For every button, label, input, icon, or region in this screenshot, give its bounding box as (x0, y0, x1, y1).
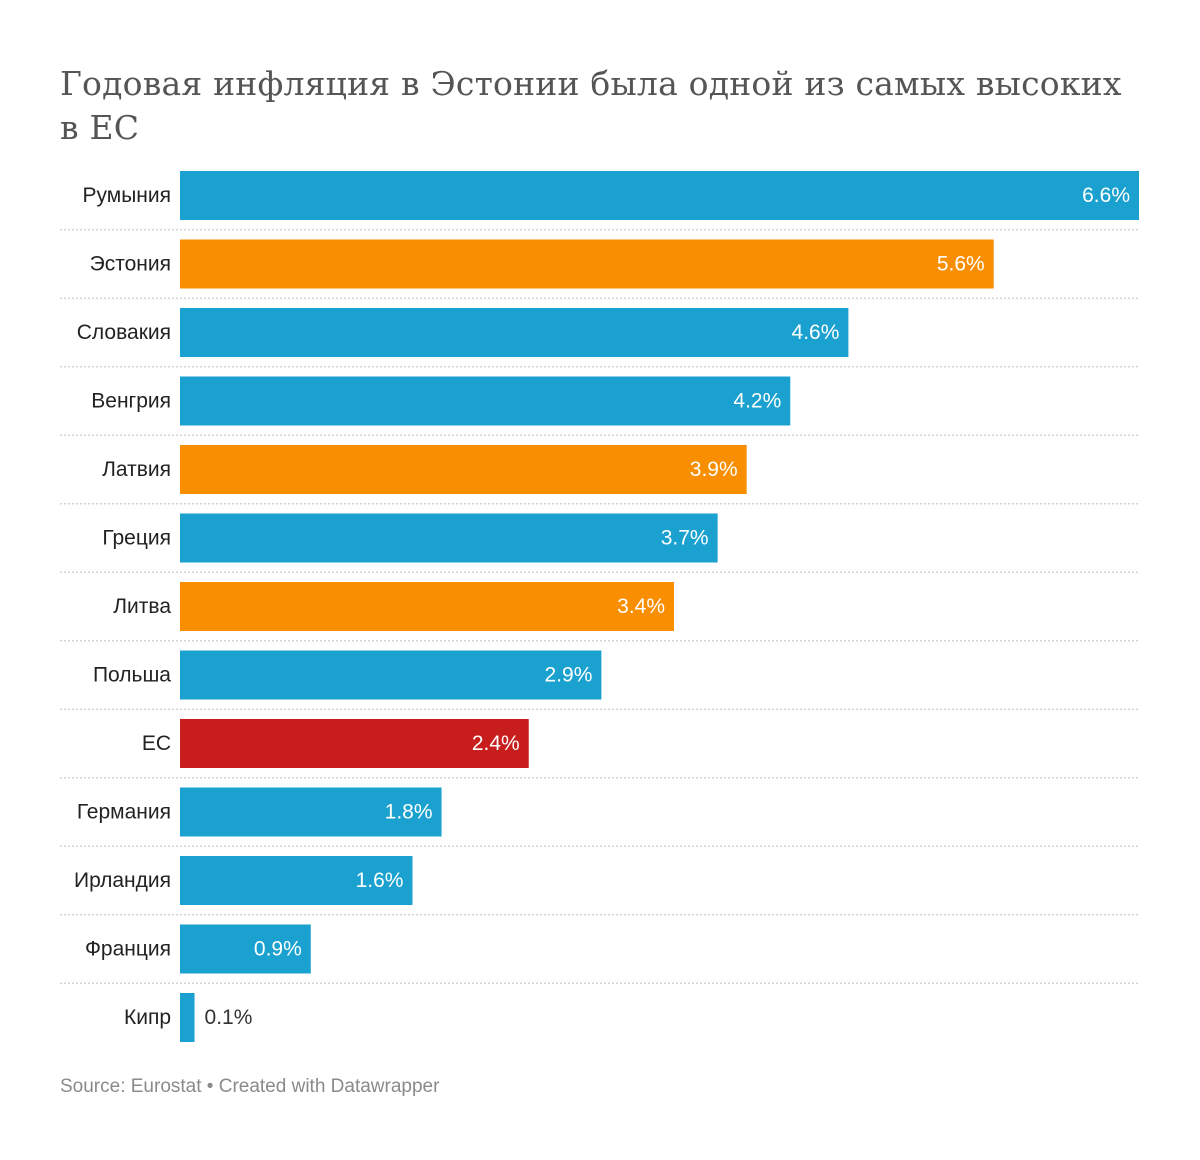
value-label: 1.6% (356, 869, 404, 892)
bar (180, 650, 602, 700)
category-label: Германия (77, 801, 171, 824)
chart-title: Годовая инфляция в Эстонии была одной из… (60, 64, 1122, 147)
bar (180, 856, 413, 905)
bar (180, 513, 718, 563)
bar (180, 719, 529, 768)
bar (180, 171, 1139, 220)
value-label: 3.4% (617, 595, 665, 618)
value-label: 2.4% (472, 732, 520, 755)
bar (180, 924, 311, 974)
category-label: Литва (113, 595, 171, 618)
value-label: 4.6% (792, 321, 840, 344)
value-label: 5.6% (937, 253, 985, 276)
bar (180, 308, 849, 357)
category-label: Латвия (102, 458, 171, 481)
value-label: 4.2% (733, 390, 781, 413)
source-footer: Source: Eurostat • Created with Datawrap… (60, 1076, 440, 1097)
category-label: Кипр (124, 1006, 171, 1029)
bar (180, 993, 195, 1042)
bar (180, 376, 791, 426)
value-labels: 6.6% 5.6% 4.6% 4.2% 3.9% 3.7% 3.4% 2.9% 2.4% 1.8%… (205, 184, 1130, 1029)
category-label: ЕС (142, 732, 171, 755)
bar (180, 787, 442, 837)
bar (180, 239, 994, 289)
category-label: Эстония (90, 253, 171, 276)
bars-group (180, 171, 1139, 1042)
bar (180, 582, 675, 631)
value-label: 6.6% (1082, 184, 1130, 207)
category-label: Словакия (77, 321, 171, 344)
category-label: Греция (102, 527, 171, 550)
category-label: Венгрия (91, 390, 171, 413)
value-label: 0.9% (254, 938, 302, 961)
category-label: Ирландия (74, 869, 171, 892)
category-labels: Румыния Эстония Словакия Венгрия Латвия Греци… (74, 184, 171, 1029)
value-label: 3.7% (661, 527, 709, 550)
value-label: 3.9% (690, 458, 738, 481)
bar-chart: Румыния Эстония Словакия Венгрия Латвия Греци… (60, 171, 1139, 1042)
category-label: Франция (85, 938, 171, 961)
value-label: 2.9% (545, 664, 593, 687)
bar (180, 445, 747, 494)
value-label: 1.8% (385, 801, 433, 824)
category-label: Румыния (82, 184, 171, 207)
category-label: Польша (93, 664, 171, 687)
value-label: 0.1% (205, 1006, 253, 1029)
